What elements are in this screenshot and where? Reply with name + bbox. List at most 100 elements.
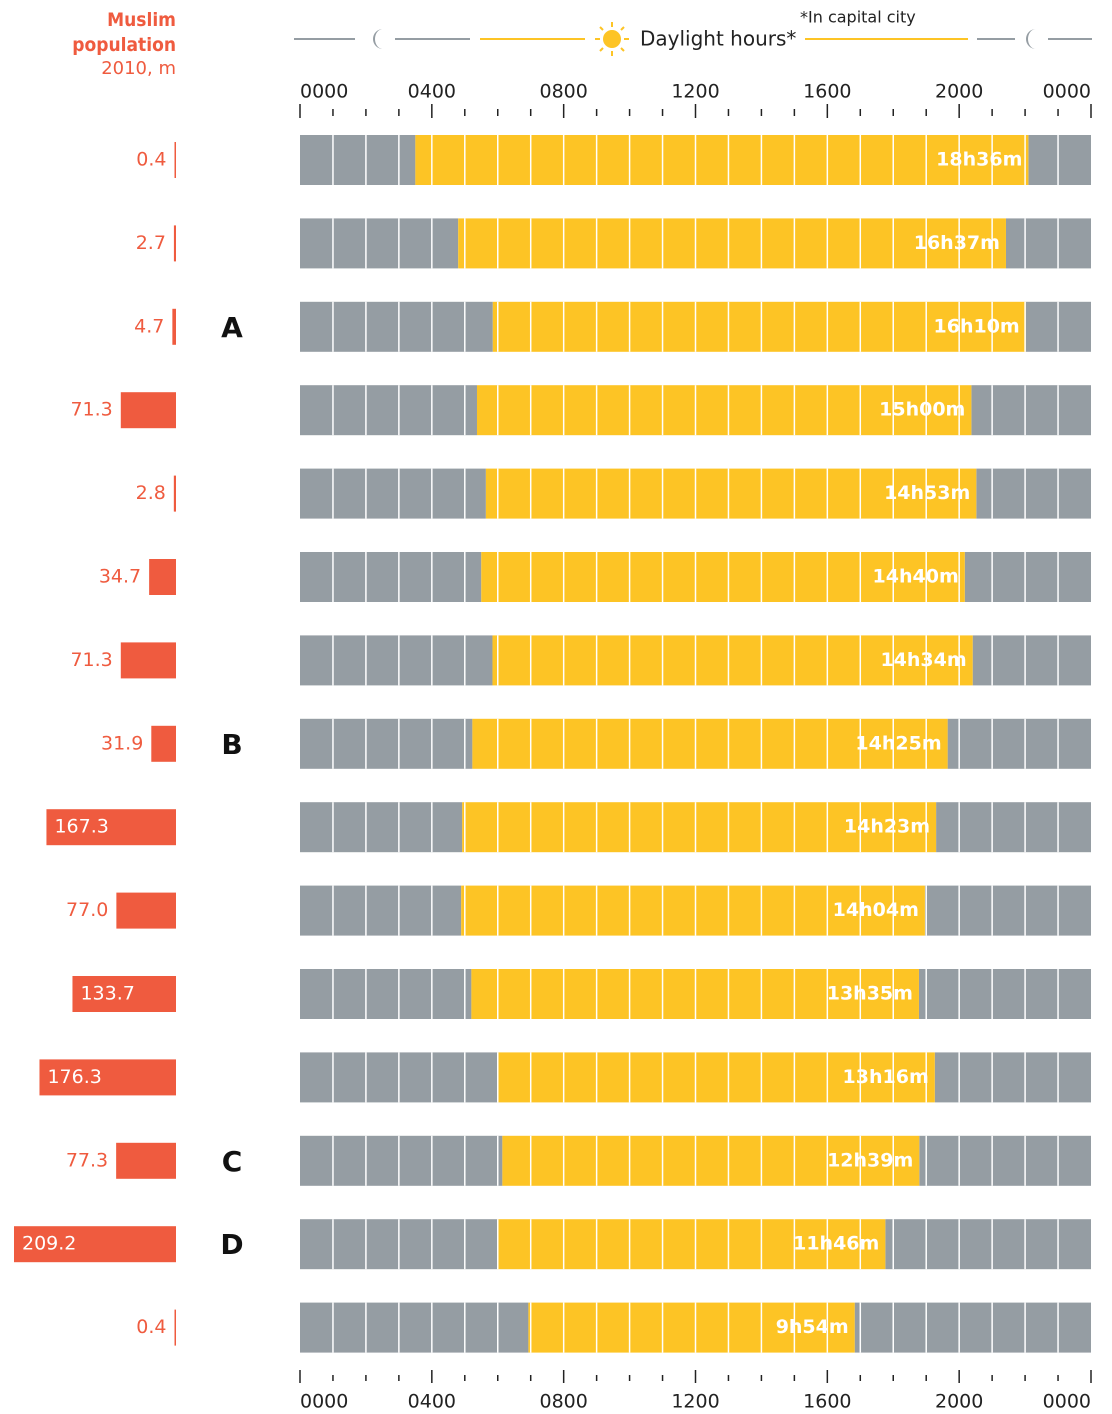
sun-icon [595,22,629,56]
value-label: 34.7 [99,566,141,588]
value-label: 2.8 [136,482,166,504]
daylight-bar [472,718,948,769]
night-bar [300,468,486,519]
daylight-bar [458,218,1006,269]
duration-label: 14h34m [880,649,966,671]
night-bar [918,969,1091,1019]
population-bar [14,1226,176,1263]
x-tick-label: 2000 [935,81,983,103]
duration-label: 11h46m [793,1233,879,1255]
night-bar [972,635,1091,686]
population-bar [174,142,176,178]
population-bar [72,976,176,1012]
x-tick-label: 0000 [1043,1391,1091,1413]
population-bar [39,1059,177,1096]
footnote: *In capital city [800,8,916,27]
duration-label: 16h10m [934,315,1020,337]
row-label: B [221,728,242,761]
x-tick-label: 0400 [408,81,456,103]
night-bar [300,718,473,769]
daylight-bar [492,301,1026,352]
population-bar [151,725,176,762]
night-bar [964,552,1091,602]
x-tick-label: 0000 [300,81,348,103]
night-bar [300,1135,503,1186]
night-bar [300,802,463,853]
x-tick-label: 1200 [671,81,719,103]
legend-title: Daylight hours* [640,27,796,51]
night-bar [885,1219,1091,1270]
value-label: 209.2 [22,1233,76,1255]
night-bar [976,468,1091,519]
night-bar [300,552,482,602]
night-bar [947,718,1091,769]
x-tick-label: 0800 [539,81,587,103]
population-bar [174,1309,176,1346]
night-bar [924,885,1091,936]
duration-label: 14h53m [884,482,970,504]
value-label: 4.7 [134,315,164,337]
row-label: A [221,311,243,344]
duration-label: 14h23m [844,816,930,838]
value-label: 77.3 [66,1149,108,1171]
x-tick-label: 1600 [803,1391,851,1413]
night-bar [919,1135,1091,1186]
population-bar [120,392,176,429]
night-bar [936,802,1091,853]
daylight-bar [462,802,937,853]
daylight-bar [485,468,977,519]
value-label: 2.7 [136,232,166,254]
daylight-bar [481,552,965,602]
moon-icon [373,29,383,49]
population-bar [149,559,176,595]
x-tick-label: 0000 [1043,81,1091,103]
duration-label: 14h25m [855,732,941,754]
duration-label: 12h39m [827,1149,913,1171]
night-bar [971,385,1091,436]
duration-label: 13h35m [827,983,913,1005]
night-bar [300,218,459,269]
duration-label: 14h04m [833,899,919,921]
value-label: 31.9 [101,732,143,754]
chart-subtitle: 2010, m [101,58,176,79]
x-tick-label: 1600 [803,81,851,103]
night-bar [300,885,462,936]
duration-label: 18h36m [936,149,1022,171]
row-label: D [220,1228,243,1261]
night-bar [300,301,493,352]
daylight-bar [497,1219,886,1270]
moon-icon [1026,29,1036,49]
night-bar [300,635,493,686]
value-label: 77.0 [66,899,108,921]
value-label: 0.4 [136,149,166,171]
daylight-bar [476,385,972,436]
night-bar [300,385,477,436]
value-label: 167.3 [54,816,108,838]
value-label: 176.3 [47,1066,101,1088]
population-bar [172,308,176,345]
population-bar [116,1142,176,1179]
chart-title: Muslim population [72,9,176,56]
daylight-bar [528,1302,855,1353]
x-tick-label: 2000 [935,1391,983,1413]
population-bar [120,642,176,679]
night-bar [300,969,472,1019]
x-tick-label: 1200 [671,1391,719,1413]
row-label: C [222,1145,243,1178]
x-tick-label: 0800 [539,1391,587,1413]
night-bar [300,1302,529,1353]
duration-label: 13h16m [843,1066,929,1088]
x-tick-label: 0000 [300,1391,348,1413]
value-label: 0.4 [136,1316,166,1338]
population-bar [173,225,176,262]
value-label: 133.7 [80,983,134,1005]
population-bar [116,892,176,929]
daylight-bar [502,1135,920,1186]
night-bar [1005,218,1091,269]
daylight-bar [461,885,925,936]
daylight-bar [497,1052,935,1103]
value-label: 71.3 [70,649,112,671]
night-bar [934,1052,1091,1103]
